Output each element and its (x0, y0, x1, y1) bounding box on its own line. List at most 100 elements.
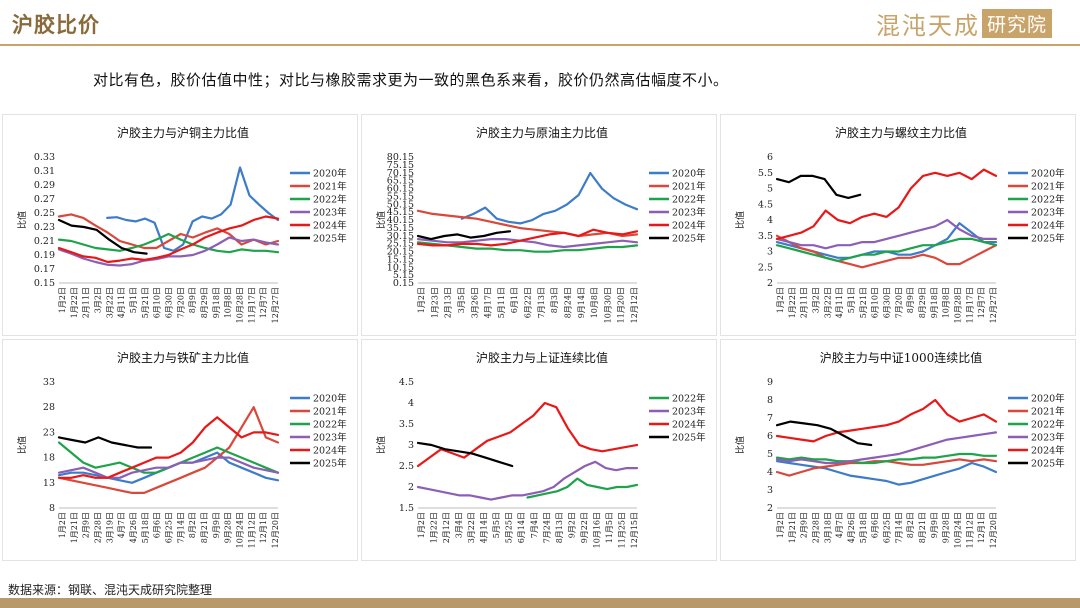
chart-panel-rubber-crude: 沪胶主力与原油主力比值 比值 80.15 75.15 70.15 65.15 60.15 55… (361, 114, 717, 336)
x-tick-label: 9月9日 (212, 512, 221, 538)
x-tick-label: 9月2日 (567, 512, 576, 538)
x-tick-label: 10月8日 (224, 287, 233, 318)
x-tick-label: 8月21日 (918, 512, 927, 543)
x-tick-label: 12月7日 (977, 287, 986, 318)
y-tick-label: 6 (767, 152, 773, 163)
y-tick-label: 2 (767, 503, 773, 514)
x-tick-label: 12月15日 (630, 512, 639, 548)
x-tick-label: 3月2日 (94, 287, 103, 313)
x-tick-label: 12月1日 (977, 512, 986, 543)
series-line-2025 (416, 441, 514, 468)
x-tick-label: 2月11日 (82, 287, 91, 318)
x-tick-label: 8月2日 (906, 512, 915, 538)
series-line-2023 (57, 456, 280, 479)
y-tick-label: 80.15 (387, 152, 414, 163)
x-tick-label: 3月22日 (823, 287, 832, 318)
x-tick-label: 5月21日 (141, 287, 150, 318)
x-tick-label: 12月12日 (630, 287, 639, 323)
legend-label-2025: 2025年 (672, 432, 706, 444)
series-line-2023 (416, 460, 639, 501)
x-tick-label: 9月28日 (224, 512, 233, 543)
series-line-2025 (57, 218, 148, 255)
legend-label-2024: 2024年 (313, 445, 347, 457)
x-tick-label: 1月2日 (776, 287, 785, 313)
y-tick-label: 3 (408, 440, 414, 451)
y-axis-label: 比值 (734, 211, 746, 229)
legend-label-2020: 2020年 (1031, 393, 1065, 405)
x-tick-label: 2月13日 (444, 287, 453, 318)
y-tick-label: 60.15 (387, 184, 414, 195)
x-tick-label: 6月30日 (165, 287, 174, 318)
x-tick-label: 1月21日 (788, 512, 797, 543)
x-tick-label: 6月25日 (883, 512, 892, 543)
legend-label-2021: 2021年 (313, 406, 347, 418)
x-tick-label: 3月18日 (823, 512, 832, 543)
y-tick-label: 0.31 (34, 166, 55, 177)
series-line-2024 (416, 401, 639, 468)
chart-panel-rubber-copper: 沪胶主力与沪铜主力比值 比值 0.33 0.31 0.29 0.27 0.25 0.23 0.2… (2, 114, 358, 336)
x-tick-label: 3月4日 (455, 512, 464, 538)
x-tick-label: 11月12日 (965, 512, 974, 548)
x-tick-label: 10月30日 (603, 287, 612, 323)
series-line-2023 (775, 431, 998, 465)
legend-label-2023: 2023年 (672, 207, 706, 219)
x-tick-label: 6月6日 (871, 512, 880, 538)
x-tick-label: 3月22日 (467, 512, 476, 543)
chart-title: 沪胶主力与中证1000连续比值 (820, 350, 983, 365)
legend-label-2020: 2020年 (313, 168, 347, 180)
legend-label-2022: 2022年 (313, 419, 347, 431)
x-tick-label: 5月1日 (847, 287, 856, 313)
x-tick-label: 1月2日 (58, 287, 67, 313)
x-tick-label: 7月20日 (176, 287, 185, 318)
x-tick-label: 11月25日 (617, 512, 626, 548)
y-tick-label: 15.15 (387, 254, 414, 265)
chart-panel-rubber-csi1000: 沪胶主力与中证1000连续比值 比值 9 8 7 6 5 4 3 2 1月2日 1月21日 2月9日 2月… (720, 339, 1076, 561)
legend-label-2022: 2022年 (1031, 419, 1065, 431)
series-line-2023 (57, 236, 280, 267)
x-tick-label: 10月24日 (954, 512, 963, 548)
x-tick-label: 4月11日 (835, 287, 844, 318)
x-tick-label: 5月5日 (492, 512, 501, 538)
x-tick-label: 11月17日 (965, 287, 974, 323)
x-tick-label: 4月17日 (484, 287, 493, 318)
x-tick-label: 3月2日 (812, 287, 821, 313)
x-tick-label: 3月5日 (457, 287, 466, 313)
x-tick-label: 1月2日 (417, 512, 426, 538)
x-tick-label: 6月22日 (524, 287, 533, 318)
y-tick-label: 2.5 (758, 262, 773, 273)
y-tick-label: 8 (767, 395, 773, 406)
y-axis-label: 比值 (375, 436, 387, 454)
y-tick-label: 3 (767, 485, 773, 496)
series-line-2022 (775, 237, 998, 262)
legend-label-2022: 2022年 (313, 194, 347, 206)
x-tick-label: 7月4日 (530, 512, 539, 538)
x-tick-label: 6月14日 (517, 512, 526, 543)
legend-label-2022: 2022年 (672, 393, 706, 405)
x-tick-label: 2月28日 (812, 512, 821, 543)
x-tick-label: 1月2日 (417, 287, 426, 313)
x-tick-label: 9月9日 (930, 512, 939, 538)
y-tick-label: 45.15 (387, 207, 414, 218)
y-tick-label: 4.5 (758, 199, 773, 210)
x-tick-label: 5月11日 (497, 287, 506, 318)
y-tick-label: 0.15 (393, 278, 414, 289)
x-tick-label: 10月28日 (954, 287, 963, 323)
y-tick-label: 0.23 (34, 222, 55, 233)
x-tick-label: 11月5日 (605, 512, 614, 543)
chart-title: 沪胶主力与沪铜主力比值 (117, 125, 249, 140)
y-tick-label: 3.5 (399, 419, 414, 430)
x-tick-label: 1月21日 (70, 512, 79, 543)
x-tick-label: 8月9日 (906, 287, 915, 313)
x-tick-label: 6月10日 (871, 287, 880, 318)
x-tick-label: 12月7日 (259, 287, 268, 318)
x-tick-label: 4月26日 (847, 512, 856, 543)
brand-logo: 混沌天成 研究院 (876, 8, 1052, 40)
y-tick-label: 0.29 (34, 180, 55, 191)
y-tick-label: 2 (767, 278, 773, 289)
legend-label-2025: 2025年 (1031, 458, 1065, 470)
x-tick-label: 8月3日 (550, 287, 559, 313)
x-tick-label: 5月18日 (859, 512, 868, 543)
series-line-2020 (775, 460, 998, 486)
legend-label-2024: 2024年 (1031, 445, 1065, 457)
